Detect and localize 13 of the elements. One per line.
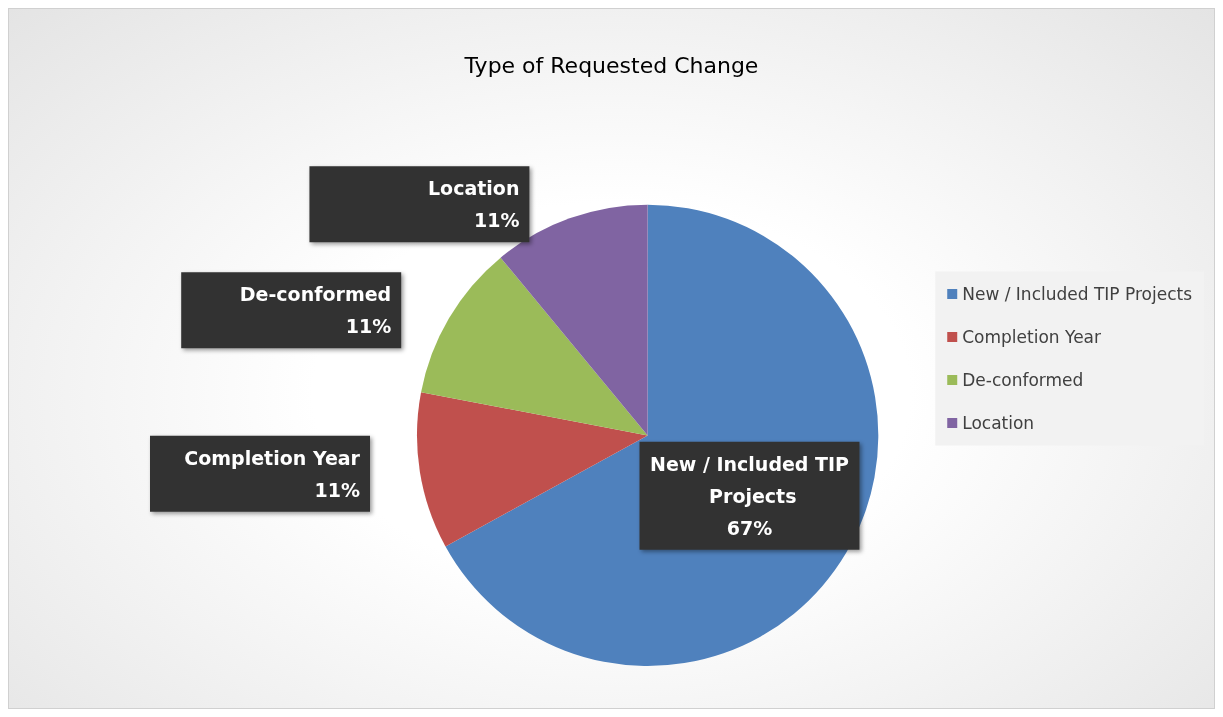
chart-title: Type of Requested Change	[463, 52, 759, 78]
data-label: 11%	[314, 478, 360, 501]
slice-label: Completion Year	[184, 446, 361, 469]
data-label: 11%	[345, 315, 392, 338]
data-label: 67%	[726, 516, 773, 539]
legend-label: New / Included TIP Projects	[962, 284, 1193, 304]
slice-label: New / Included TIP Projects	[649, 452, 850, 507]
legend-label: De-conformed	[962, 370, 1084, 390]
legend-label: Completion Year	[962, 327, 1102, 347]
slice-label: De-conformed	[239, 283, 392, 306]
legend-label: Location	[962, 413, 1035, 433]
data-label: 11%	[473, 209, 520, 232]
slice-label: Location	[428, 177, 520, 200]
